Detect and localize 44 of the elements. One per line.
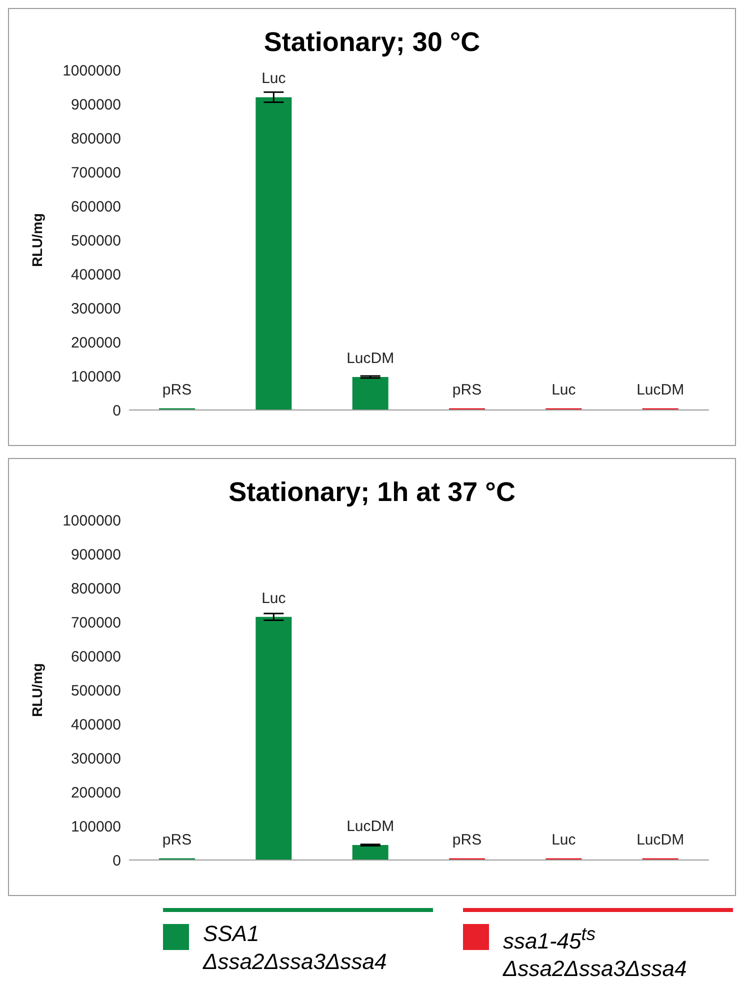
- y-tick-label: 400000: [70, 266, 121, 284]
- bar: [256, 97, 292, 410]
- y-tick-label: 1000000: [62, 62, 121, 80]
- x-tick-label: Luc: [552, 381, 576, 398]
- x-tick-label: pRS: [452, 381, 482, 398]
- x-tick-label: Luc: [262, 70, 286, 88]
- y-tick-label: 300000: [70, 750, 121, 768]
- y-tick-label: 700000: [70, 164, 121, 182]
- x-tick-label: pRS: [162, 831, 192, 848]
- y-tick-label: 200000: [70, 334, 121, 352]
- legend-label: SSA1 Δssa2Δssa3Δssa4: [203, 920, 388, 976]
- x-tick-label: Luc: [552, 831, 576, 848]
- y-axis-title: RLU/mg: [28, 213, 45, 267]
- y-tick-label: 400000: [70, 716, 121, 734]
- y-tick-label: 0: [112, 852, 121, 870]
- y-tick-label: 800000: [70, 580, 121, 598]
- x-tick-label: LucDM: [346, 350, 394, 368]
- x-tick-label: LucDM: [346, 818, 394, 836]
- chart-title: Stationary; 1h at 37 °C: [228, 477, 516, 508]
- x-tick-label: LucDM: [636, 831, 684, 848]
- y-axis-title: RLU/mg: [28, 663, 45, 717]
- y-tick-label: 200000: [70, 784, 121, 802]
- y-tick-label: 700000: [70, 614, 121, 632]
- chart-title: Stationary; 30 °C: [262, 27, 482, 58]
- y-tick-label: 600000: [70, 648, 121, 666]
- y-tick-label: 900000: [70, 96, 121, 114]
- y-tick-label: 300000: [70, 300, 121, 318]
- bar: [352, 845, 388, 860]
- y-tick-label: 1000000: [62, 512, 121, 530]
- y-tick-label: 800000: [70, 130, 121, 148]
- y-tick-label: 900000: [70, 546, 121, 564]
- x-tick-label: pRS: [162, 381, 192, 398]
- legend-label: ssa1-45$^{ts}$ Δssa2Δssa3Δssa4: [503, 922, 688, 984]
- y-tick-label: 500000: [70, 682, 121, 700]
- y-tick-label: 0: [112, 402, 121, 420]
- y-tick-label: 500000: [70, 232, 121, 250]
- y-tick-label: 600000: [70, 198, 121, 216]
- x-tick-label: Luc: [262, 590, 286, 607]
- bar: [256, 616, 292, 860]
- x-tick-label: pRS: [452, 831, 482, 848]
- y-tick-label: 100000: [70, 368, 121, 386]
- x-tick-label: LucDM: [636, 381, 684, 398]
- bar: [352, 377, 388, 410]
- y-tick-label: 100000: [70, 818, 121, 836]
